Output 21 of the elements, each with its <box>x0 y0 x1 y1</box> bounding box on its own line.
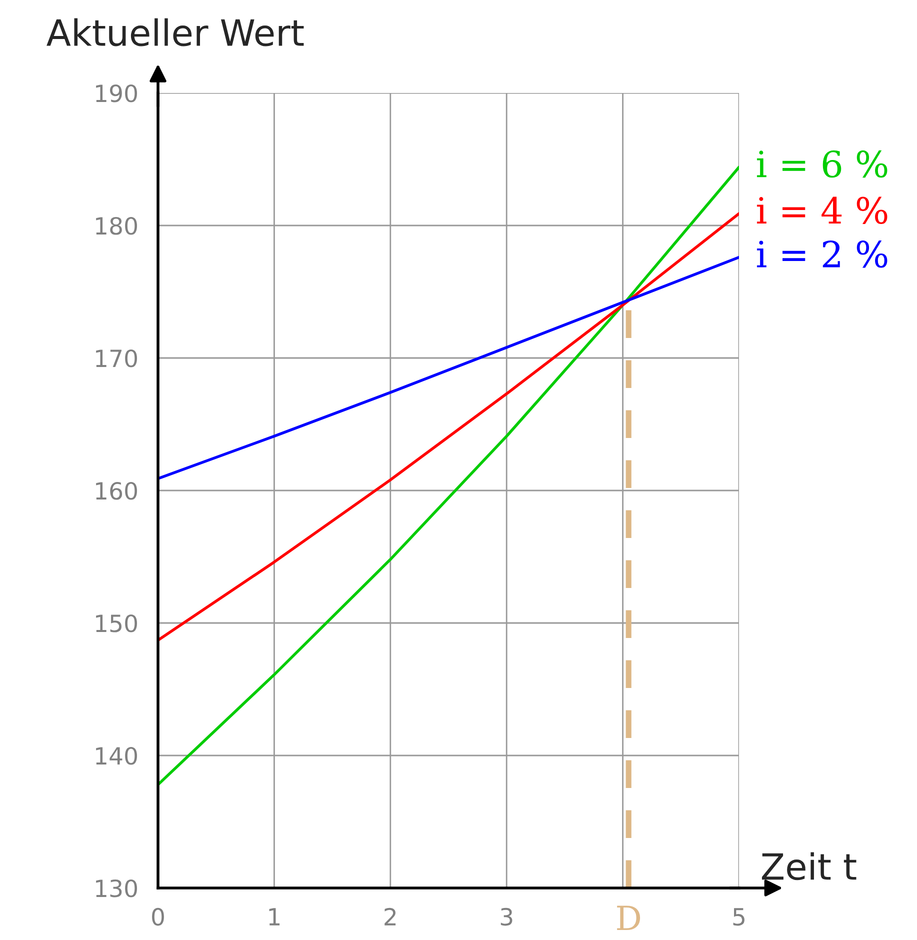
x-tick-label: 1 <box>269 908 280 926</box>
series-label: i = 6 % <box>756 150 888 178</box>
line-series <box>158 256 739 480</box>
line-series <box>158 212 739 642</box>
line-series <box>158 166 739 786</box>
series-label: i = 2 % <box>756 240 888 268</box>
ref-line-label: D <box>617 906 640 930</box>
x-tick-label: 3 <box>500 908 512 926</box>
y-tick-label: 140 <box>96 746 137 765</box>
y-tick-label: 160 <box>96 482 137 500</box>
x-tick-label: 0 <box>152 908 164 926</box>
y-tick-label: 150 <box>96 614 137 632</box>
y-tick-label: 130 <box>96 879 137 898</box>
x-tick-label: 5 <box>733 908 744 926</box>
y-tick-label: 180 <box>96 216 137 235</box>
y-tick-label: 190 <box>96 84 137 102</box>
y-axis-title: Aktueller Wert <box>46 18 304 46</box>
x-axis-title: Zeit t <box>762 852 856 880</box>
series-label: i = 4 % <box>756 196 888 224</box>
y-tick-label: 170 <box>96 349 137 368</box>
x-tick-label: 2 <box>384 908 396 926</box>
